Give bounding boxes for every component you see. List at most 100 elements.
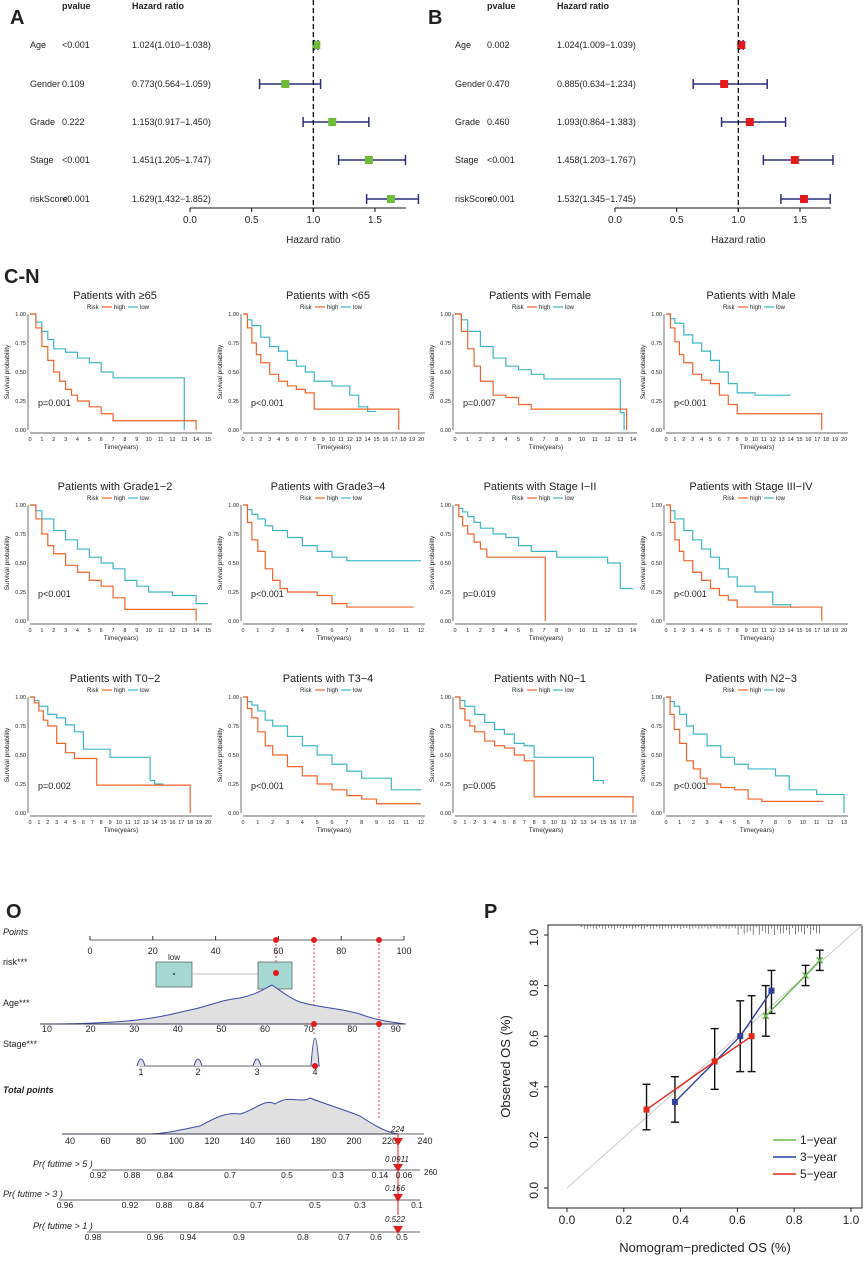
legend-low: low: [565, 496, 575, 502]
points-tick-label: 100: [396, 946, 411, 956]
y-axis-label: Survival probability: [217, 535, 224, 590]
p1-tick-label: 0.94: [180, 1232, 197, 1242]
x-tick-label: 1: [673, 628, 676, 634]
x-tick-label: 11: [158, 628, 164, 634]
p3-tick-label: 0.3: [354, 1200, 366, 1210]
x-tick-label: 5: [517, 628, 520, 634]
x-tick-label: 6: [330, 628, 333, 634]
x-tick-label: 7: [542, 437, 545, 443]
km-title: Patients with Female: [489, 290, 591, 302]
p-value: p<0.001: [251, 781, 284, 791]
x-tick-label: 0.8: [786, 1213, 803, 1227]
points-label: Points: [3, 927, 29, 937]
x-tick-label: 19: [832, 437, 838, 443]
y-tick-label: 0.25: [15, 399, 26, 405]
y-axis-label: Survival probability: [217, 727, 224, 782]
x-tick-label: 11: [761, 437, 767, 443]
row-pvalue: 0.470: [487, 79, 510, 89]
x-tick-label: 12: [169, 628, 175, 634]
y-tick-label: 0.00: [651, 428, 662, 434]
legend-title: Risk: [723, 688, 736, 694]
row-pvalue: 0.222: [62, 117, 85, 127]
forest-plot-b: pvalue Hazard ratio Age 0.002 1.024(1.009−1.…: [455, 0, 834, 246]
p3-tick-label: 0.1: [411, 1200, 423, 1210]
row-hr-text: 1.093(0.864−1.383): [557, 117, 636, 127]
y-tick-label: 0.75: [228, 724, 239, 730]
stage-density: [310, 1037, 320, 1067]
x-tick-label: 10: [752, 437, 758, 443]
x-axis-label: Time(years): [740, 827, 774, 834]
total-tick-label: 120: [204, 1136, 219, 1146]
legend-title: Risk: [87, 688, 100, 694]
legend-high: high: [327, 305, 338, 311]
row-pvalue: <0.001: [62, 155, 90, 165]
row-label: Gender: [455, 79, 485, 89]
y-tick-label: 1.00: [15, 695, 26, 701]
x-tick-label: 14: [630, 628, 636, 634]
p5-tick-label: 0.88: [124, 1170, 141, 1180]
y-tick-label: 0.2: [527, 1131, 541, 1148]
km-title: Patients with T3−4: [283, 673, 374, 685]
x-tick-label: 14: [788, 628, 794, 634]
row-label: riskScore: [455, 194, 493, 204]
y-tick-label: 0.25: [440, 782, 451, 788]
p5-tick-label: 0.3: [332, 1170, 344, 1180]
x-tick-label: 6: [513, 820, 516, 826]
risk-box-low: [155, 961, 193, 988]
points-tick-label: 0: [87, 946, 92, 956]
x-axis-label: Time(years): [104, 827, 138, 834]
y-tick-label: 0.25: [440, 399, 451, 405]
x-tick-label: 7: [345, 628, 348, 634]
x-tick-label: 0: [664, 437, 667, 443]
x-tick-label: 4: [76, 437, 79, 443]
y-axis-label: Survival probability: [4, 727, 11, 782]
y-tick-label: 0.50: [15, 753, 26, 759]
km-curve-low: [666, 504, 800, 608]
y-axis-label: Survival probability: [640, 344, 647, 399]
hr-marker: [281, 80, 290, 88]
age-tick-label: 80: [347, 1024, 357, 1034]
y-tick-label: 0.00: [440, 428, 451, 434]
x-tick-label: 18: [630, 820, 636, 826]
y-tick-label: 0.00: [651, 811, 662, 817]
extra-tick: 260: [424, 1168, 438, 1177]
row-pvalue: 0.460: [487, 117, 510, 127]
row-pvalue: <0.001: [62, 194, 90, 204]
x-tick-label: 7: [304, 437, 307, 443]
total-tick-label: 40: [65, 1136, 75, 1146]
x-tick-label: 17: [391, 437, 397, 443]
x-tick-label: 7: [345, 820, 348, 826]
km-curve-high: [243, 504, 414, 608]
y-tick-label: 0.25: [15, 590, 26, 596]
y-tick-label: 0.25: [440, 590, 451, 596]
x-tick-label: 11: [158, 437, 164, 443]
x-tick-label: 6: [530, 628, 533, 634]
km-curve-low: [666, 696, 845, 813]
km-curve-low: [455, 313, 625, 430]
series-line-3-year: [674, 990, 773, 1103]
y-tick-label: 0.00: [228, 811, 239, 817]
x-tick-label: 12: [571, 820, 577, 826]
row-label: Grade: [30, 117, 55, 127]
x-tick-label: 3: [483, 820, 486, 826]
total-tick-label: 80: [136, 1136, 146, 1146]
x-tick-label: 15: [205, 628, 211, 634]
y-axis-label: Survival probability: [217, 344, 224, 399]
x-tick-label: 0.4: [672, 1213, 689, 1227]
legend-high: high: [750, 688, 761, 694]
x-tick-label: 2: [479, 437, 482, 443]
legend-low: low: [140, 305, 150, 311]
y-tick-label: 0.00: [15, 428, 26, 434]
x-tick-label: 1.5: [368, 215, 382, 226]
km-title: Patients with ≥65: [73, 290, 157, 302]
total-tick-label: 140: [240, 1136, 255, 1146]
km-curve-low: [455, 696, 604, 784]
x-tick-label: 9: [745, 437, 748, 443]
y-axis-label: Survival probability: [429, 727, 436, 782]
p5-tick-label: 0.92: [90, 1170, 107, 1180]
stage-label: Stage***: [3, 1039, 38, 1049]
x-tick-label: 8: [313, 437, 316, 443]
x-tick-label: 2: [473, 820, 476, 826]
y-tick-label: 0.00: [440, 811, 451, 817]
